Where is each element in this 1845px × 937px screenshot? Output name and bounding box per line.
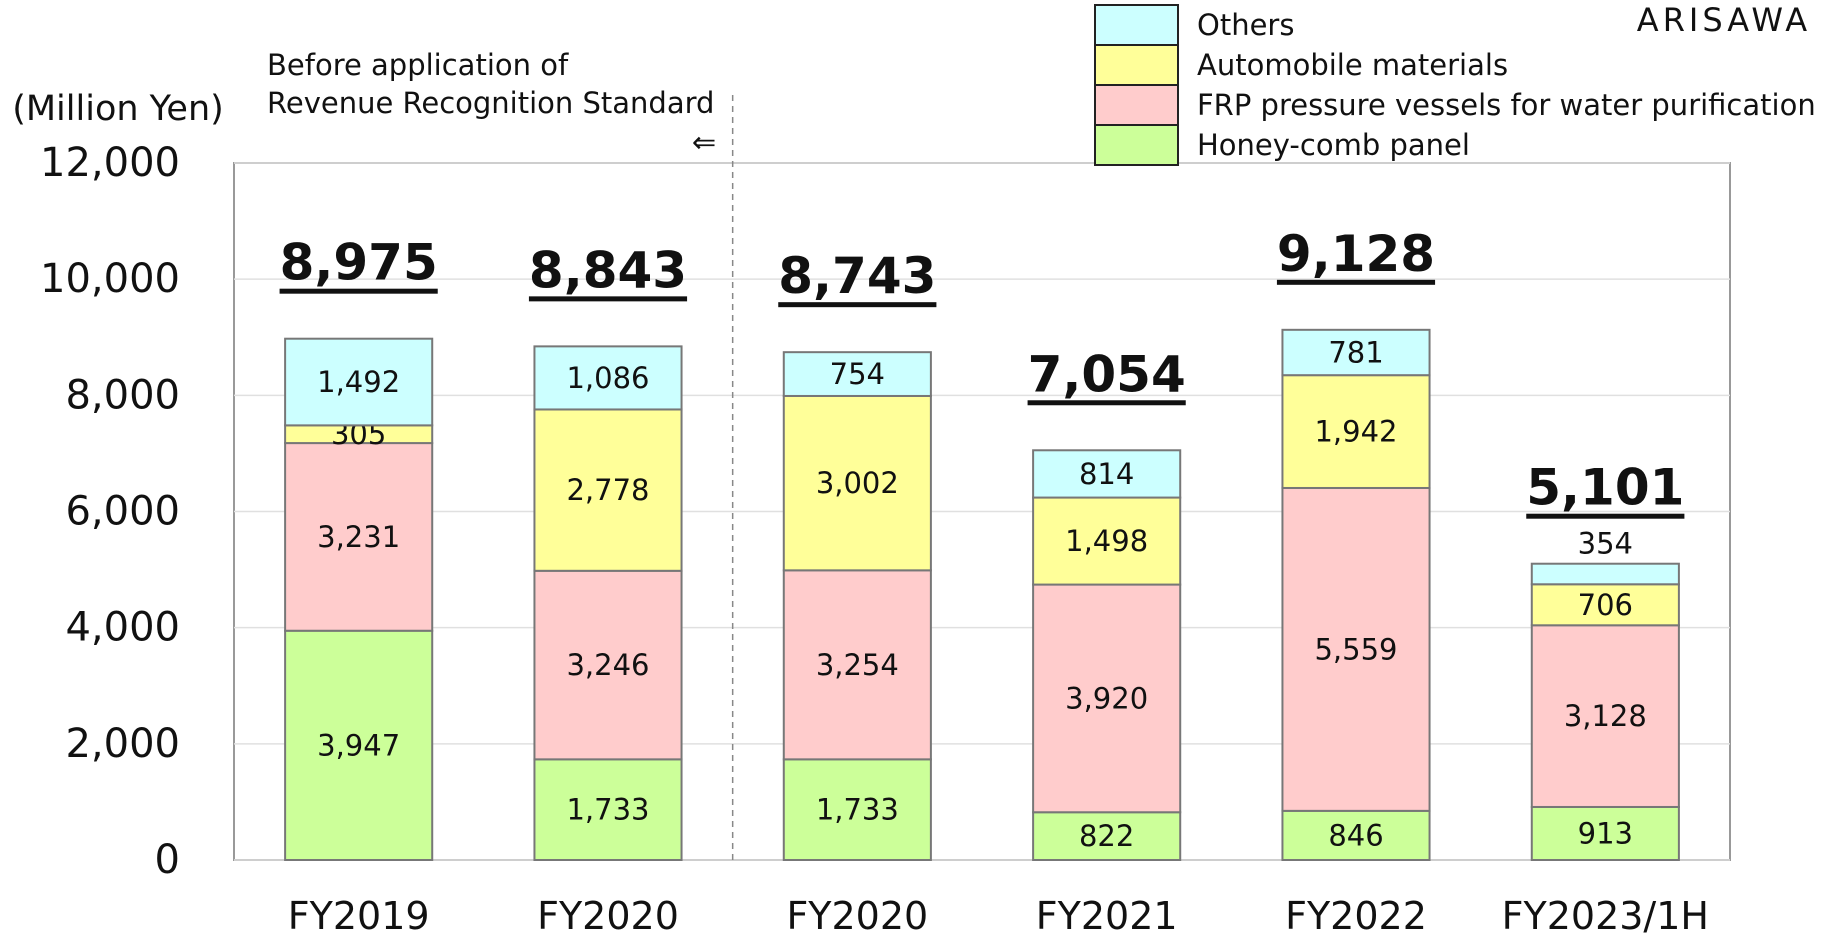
- x-tick-label: FY2019: [288, 894, 430, 937]
- bar-segment: [284, 629, 434, 861]
- value-label: 354: [1578, 527, 1633, 561]
- legend-label: Others: [1197, 8, 1294, 42]
- value-label: 814: [1079, 457, 1134, 491]
- value-label: 822: [1079, 819, 1134, 853]
- bar-segment: [533, 758, 683, 862]
- bar-segment: [284, 442, 434, 632]
- value-label: 3,920: [1065, 681, 1148, 715]
- value-label: 754: [830, 357, 885, 391]
- y-tick-label: 4,000: [65, 605, 180, 651]
- x-tick-label: FY2020: [786, 894, 928, 937]
- total-label: 5,101: [1526, 459, 1684, 517]
- annotation: Revenue Recognition Standard: [267, 86, 714, 120]
- value-label: 846: [1328, 818, 1383, 852]
- bar-segment: [533, 408, 683, 572]
- bar-segment: [1032, 811, 1182, 861]
- total-label: 9,128: [1277, 225, 1435, 283]
- value-label: 1,942: [1314, 415, 1397, 449]
- bar-segment: [1281, 809, 1431, 862]
- bar-segment: [1530, 583, 1680, 627]
- y-tick-label: 0: [155, 837, 180, 883]
- x-tick-label: FY2023/1H: [1502, 894, 1709, 937]
- value-label: 1,733: [816, 793, 899, 827]
- bar-segment: [1530, 624, 1680, 808]
- x-tick-label: FY2020: [537, 894, 679, 937]
- annotation: Before application of: [267, 48, 569, 82]
- y-tick-label: 12,000: [40, 140, 180, 186]
- value-label: 781: [1328, 335, 1383, 369]
- total-label: 8,743: [778, 247, 936, 305]
- bar-segment: [782, 351, 932, 397]
- value-label: 3,002: [816, 466, 899, 500]
- bar-segment: [284, 337, 434, 427]
- bar-segment: [533, 345, 683, 411]
- value-label: 1,733: [566, 793, 649, 827]
- y-tick-label: 2,000: [65, 721, 180, 767]
- total-label: 8,843: [529, 241, 687, 299]
- value-label: 3,231: [317, 520, 400, 554]
- value-label: 913: [1578, 816, 1633, 850]
- y-tick-label: 8,000: [65, 372, 180, 418]
- value-label: 2,778: [566, 473, 649, 507]
- legend-swatch: [1094, 84, 1179, 126]
- value-label: 3,254: [816, 648, 899, 682]
- legend-swatch: [1094, 124, 1179, 166]
- value-label: 1,498: [1065, 524, 1148, 558]
- bar-segment: [782, 569, 932, 761]
- total-label: 8,975: [280, 234, 438, 292]
- x-tick-label: FY2022: [1285, 894, 1427, 937]
- y-tick-label: 10,000: [40, 256, 180, 302]
- bar-segment: [1032, 449, 1182, 499]
- value-label: 3,128: [1564, 699, 1647, 733]
- legend-label: Honey-comb panel: [1197, 128, 1470, 162]
- y-tick-label: 6,000: [65, 489, 180, 535]
- bar-segment: [782, 758, 932, 862]
- total-label: 7,054: [1028, 345, 1186, 403]
- value-label: 5,559: [1314, 632, 1397, 666]
- bar-segment: [1281, 328, 1431, 377]
- y-axis-label: (Million Yen): [12, 89, 224, 129]
- bar-segment: [782, 394, 932, 572]
- annotation-arrow: ⇐: [692, 125, 716, 159]
- value-label: 3,947: [317, 728, 400, 762]
- legend-label: FRP pressure vessels for water purificat…: [1197, 88, 1816, 122]
- bar-segment: [1530, 562, 1680, 586]
- value-label: 706: [1578, 588, 1633, 622]
- value-label: 1,086: [566, 361, 649, 395]
- x-tick-label: FY2021: [1036, 894, 1178, 937]
- legend-label: Automobile materials: [1197, 48, 1508, 82]
- bar-segment: [533, 569, 683, 761]
- legend-swatch: [1094, 44, 1179, 86]
- legend-swatch: [1094, 4, 1179, 46]
- value-label: 3,246: [566, 648, 649, 682]
- brand-logo: ARISAWA: [1637, 1, 1811, 39]
- value-label: 1,492: [317, 365, 400, 399]
